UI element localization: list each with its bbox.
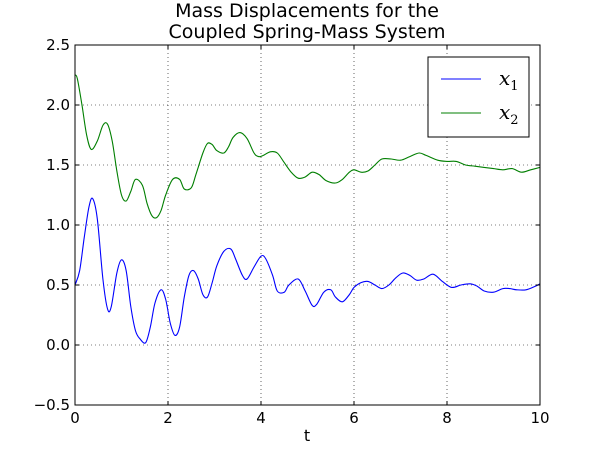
series-line-x1 xyxy=(74,197,541,344)
legend-label-x2: x2 xyxy=(499,100,519,128)
x-axis-label: t xyxy=(304,426,310,445)
y-tick-label: 1.5 xyxy=(46,156,70,174)
ticks: 0 2 4 6 8 10 −0.5 0.0 0.5 1.0 1.5 2.0 2.5 xyxy=(34,36,550,427)
x-tick-label: 10 xyxy=(530,409,549,427)
x-tick-label: 2 xyxy=(163,409,173,427)
y-tick-label: 0.5 xyxy=(46,276,70,294)
legend-label-x1: x1 xyxy=(499,66,519,94)
x-tick-label: 6 xyxy=(349,409,359,427)
x-tick-label: 4 xyxy=(256,409,266,427)
series-layer xyxy=(74,74,541,344)
legend-box xyxy=(427,56,530,138)
chart-title-line2: Coupled Spring-Mass System xyxy=(169,21,446,43)
x-tick-label: 8 xyxy=(442,409,452,427)
y-tick-label: 2.0 xyxy=(46,96,70,114)
chart-title-line1: Mass Displacements for the xyxy=(175,0,439,22)
y-tick-label: 2.5 xyxy=(46,36,70,54)
y-tick-label: 0.0 xyxy=(46,336,70,354)
y-tick-label: −0.5 xyxy=(34,396,70,414)
x-tick-label: 0 xyxy=(70,409,80,427)
y-tick-label: 1.0 xyxy=(46,216,70,234)
series-line-x2 xyxy=(74,74,541,219)
